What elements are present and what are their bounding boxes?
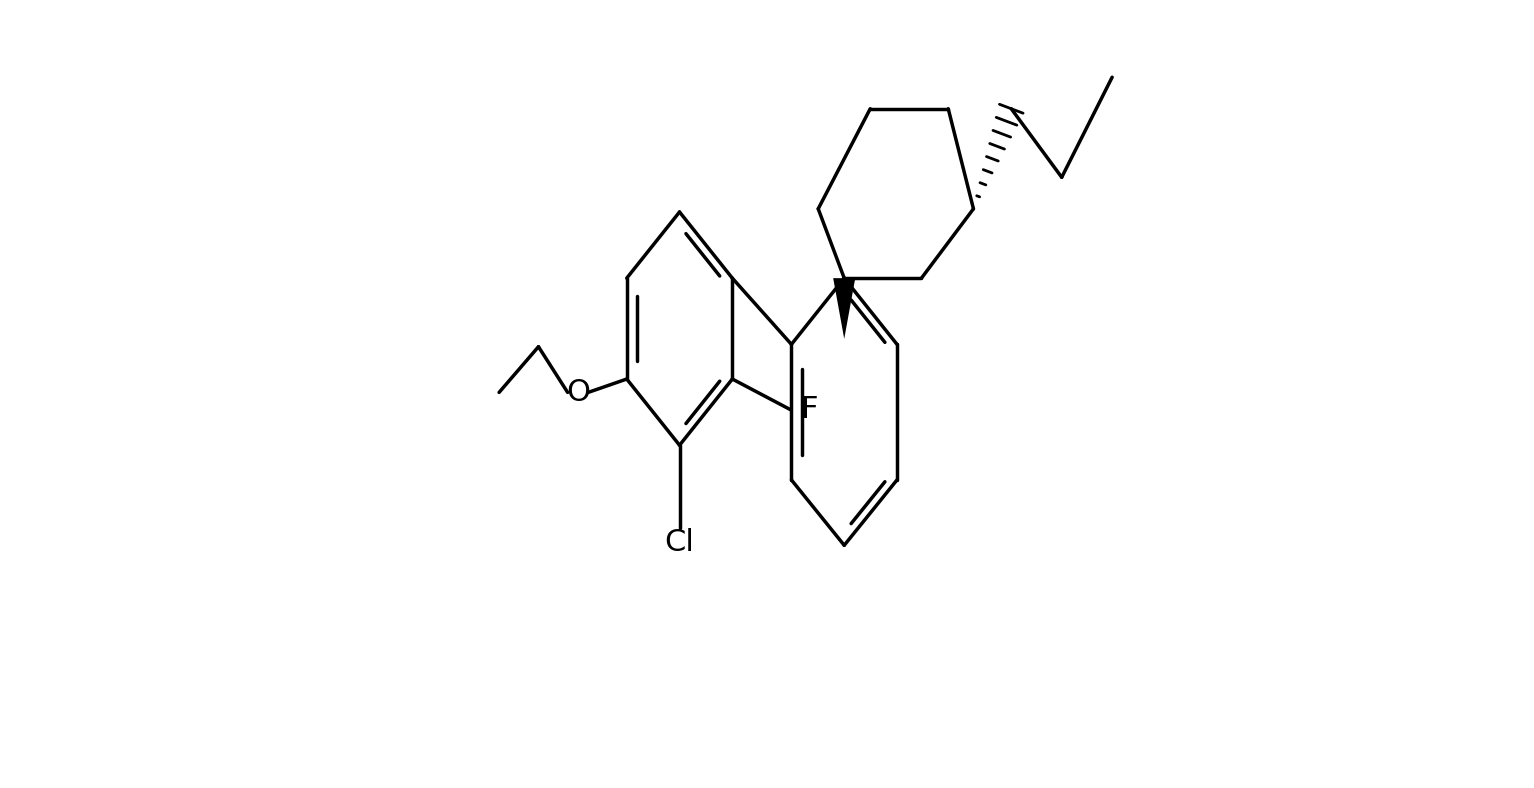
Text: Cl: Cl (664, 528, 695, 556)
Polygon shape (833, 278, 856, 339)
Text: F: F (801, 396, 818, 424)
Text: O: O (566, 378, 591, 407)
